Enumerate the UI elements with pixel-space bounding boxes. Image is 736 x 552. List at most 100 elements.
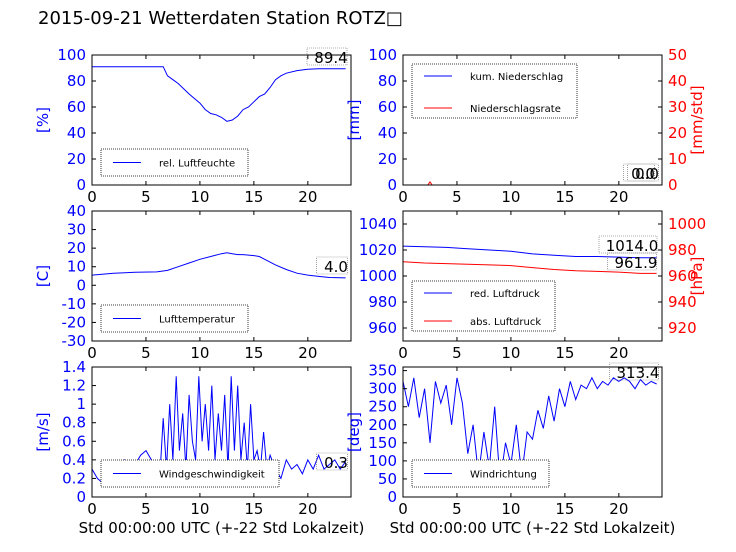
panel-2-xtick-label: 10 <box>501 188 520 206</box>
panel-4-ytick2-label: 940 <box>668 293 697 311</box>
panel-6-xtick-label: 20 <box>609 500 628 518</box>
panel-6-ytick-label: 100 <box>368 452 397 470</box>
panel-1-series-1-line <box>92 66 346 122</box>
panel-5-ytick-label: 1.4 <box>62 358 86 376</box>
figure-title: 2015-09-21 Wetterdaten Station ROTZ□ <box>38 8 403 29</box>
panel-1-value-box <box>306 47 348 66</box>
panel-5-ytick-label: 0.2 <box>62 469 86 487</box>
panel-4-ytick-label: 1040 <box>359 215 397 233</box>
panel-1-xtick-label: 20 <box>298 188 317 206</box>
panel-3-ytick-label: -30 <box>62 332 87 350</box>
panel-2-ylabel: [mm] <box>345 100 363 141</box>
panel-6-value-box <box>609 362 659 381</box>
panel-3-xtick-label: 15 <box>244 344 263 362</box>
panel-3-ytick-label: 20 <box>67 239 86 257</box>
panel-5-ytick-label: 1 <box>76 395 86 413</box>
panel-4-value-label: 961.9 <box>615 254 658 272</box>
panel-4-xtick-label: 5 <box>452 344 462 362</box>
panel-3-frame <box>91 210 352 342</box>
panel-2-legend-label: Niederschlagsrate <box>470 104 561 115</box>
panel-4-ytick-label: 1000 <box>359 267 397 285</box>
panel-1-ytick-label: 40 <box>67 124 86 142</box>
panel-6-ytick-label: 250 <box>368 398 397 416</box>
panel-5-xlabel: Std 00:00:00 UTC (+-22 Std Lokalzeit) <box>79 519 365 537</box>
panel-1-ytick-label: 0 <box>76 176 86 194</box>
panel-3-xtick-label: 10 <box>190 344 209 362</box>
panel-5-ytick-label: 0.6 <box>62 432 86 450</box>
panel-6-xtick-label: 0 <box>398 500 408 518</box>
panel-2-xtick-label: 0 <box>398 188 408 206</box>
panel-5-legend-label: Windgeschwindigkeit <box>159 470 265 481</box>
panel-2-xtick-label: 5 <box>452 188 462 206</box>
panel-6-xtick-label: 15 <box>555 500 574 518</box>
panel-3-ytick-label: -20 <box>62 313 87 331</box>
panel-2-ylabel2: [mm/std] <box>688 85 706 154</box>
panel-6-xtick-label: 5 <box>452 500 462 518</box>
panel-1-frame <box>91 54 352 186</box>
panel-4-value-label: 1014.0 <box>606 237 659 255</box>
panel-3-ytick-label: 10 <box>67 258 86 276</box>
panel-3-ytick-label: 30 <box>67 221 86 239</box>
panel-1-legend-label: rel. Luftfeuchte <box>159 159 235 170</box>
panel-4-ytick2-label: 960 <box>668 267 697 285</box>
panel-1-ylabel: [%] <box>34 107 52 133</box>
panel-3-value-label: 4.0 <box>324 258 348 276</box>
panel-5-xtick-label: 5 <box>141 500 151 518</box>
panel-3-ytick-label: -10 <box>62 295 87 313</box>
panel-2-value-label: 0.0 <box>635 165 659 183</box>
panel-1-ytick-label: 80 <box>67 72 86 90</box>
panel-3-series-1-line <box>92 252 346 279</box>
panel-5-ylabel: [m/s] <box>34 412 52 451</box>
panel-4-ytick2-label: 920 <box>668 319 697 337</box>
panel-6-value-label: 313.4 <box>617 364 660 382</box>
panel-5-ytick-label: 1.2 <box>62 377 86 395</box>
panel-2-ytick-label: 60 <box>378 98 397 116</box>
panel-6-ytick-label: 150 <box>368 434 397 452</box>
panel-4-legend-label: red. Luftdruck <box>470 289 540 300</box>
panel-2-ytick2-label: 0 <box>668 176 678 194</box>
panel-5-series-1-line <box>92 376 347 484</box>
panel-6-legend-label: Windrichtung <box>470 470 537 481</box>
panel-2-value-label: 0.0 <box>631 165 655 183</box>
panel-5-xtick-label: 15 <box>244 500 263 518</box>
panel-2-ytick2-label: 10 <box>668 150 687 168</box>
panel-3-ytick-label: 0 <box>76 276 86 294</box>
panel-2-xtick-label: 15 <box>555 188 574 206</box>
panel-3-xtick-label: 0 <box>87 344 97 362</box>
panel-4-series-1-line <box>403 245 657 259</box>
panel-4-series-2-line <box>403 261 657 274</box>
panel-6-ytick-label: 300 <box>368 380 397 398</box>
panel-4-legend-box <box>411 280 556 332</box>
panel-2-legend-label: kum. Niederschlag <box>470 72 563 83</box>
panel-3-legend-label: Lufttemperatur <box>159 315 236 326</box>
panel-4-value-box <box>607 252 657 271</box>
panel-5-ytick-label: 0.4 <box>62 451 86 469</box>
panel-2-ytick2-label: 50 <box>668 46 687 64</box>
panel-4-ytick-label: 980 <box>368 293 397 311</box>
panel-5-value-label: 0.3 <box>324 454 348 472</box>
panel-6-xtick-label: 10 <box>501 500 520 518</box>
panel-1-xtick-label: 10 <box>190 188 209 206</box>
panel-1-ytick-label: 60 <box>67 98 86 116</box>
panel-4-ytick-label: 1020 <box>359 241 397 259</box>
panel-5-ytick-label: 0.8 <box>62 414 86 432</box>
panel-4-xtick-label: 20 <box>609 344 628 362</box>
panel-1-xtick-label: 15 <box>244 188 263 206</box>
panel-1-xtick-label: 5 <box>141 188 151 206</box>
panel-2-series-2-line <box>403 181 662 185</box>
panel-6-xlabel: Std 00:00:00 UTC (+-22 Std Lokalzeit) <box>390 519 676 537</box>
panel-5-xtick-label: 20 <box>298 500 317 518</box>
panel-4-xtick-label: 15 <box>555 344 574 362</box>
panel-2-ytick-label: 80 <box>378 72 397 90</box>
panel-2-frame <box>402 54 663 186</box>
panel-6-ytick-label: 50 <box>378 470 397 488</box>
panel-2-ytick-label: 40 <box>378 124 397 142</box>
panel-2-ytick-label: 20 <box>378 150 397 168</box>
panel-6-series-1-line <box>403 376 657 483</box>
panel-6-ytick-label: 0 <box>387 488 397 506</box>
panel-4-ytick2-label: 980 <box>668 241 697 259</box>
panel-3-xtick-label: 20 <box>298 344 317 362</box>
panel-1-value-label: 89.4 <box>314 49 347 67</box>
panel-2-ytick2-label: 40 <box>668 72 687 90</box>
panel-2-ytick-label: 0 <box>387 176 397 194</box>
